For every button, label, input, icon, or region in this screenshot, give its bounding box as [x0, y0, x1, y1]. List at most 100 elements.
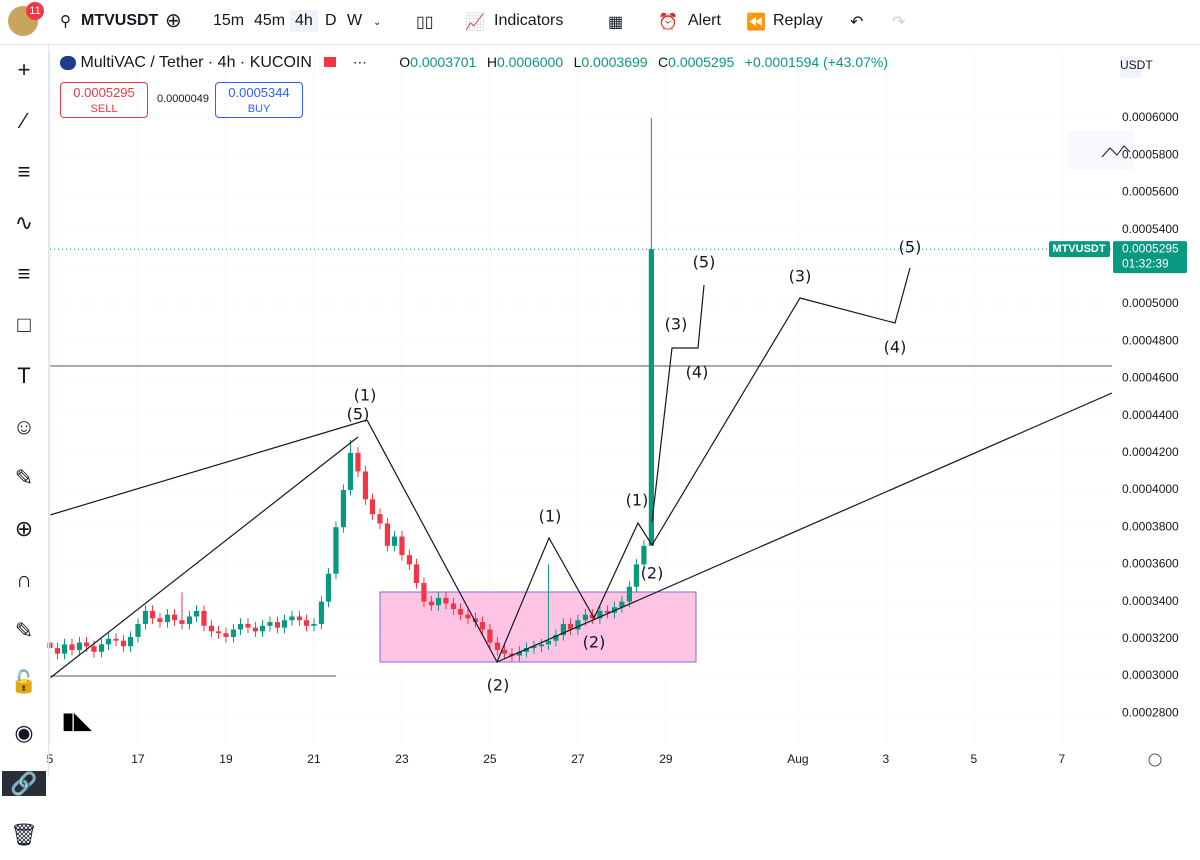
dropdown[interactable]: ⌄	[373, 17, 382, 28]
candle-body	[274, 622, 281, 628]
candle-body	[76, 642, 83, 650]
layouts-icon[interactable]: ▦	[608, 14, 624, 31]
y-tick-label: 0.0004400	[1122, 408, 1179, 422]
candle-body	[113, 638, 119, 641]
tool-icons[interactable]: + ∕ ≡ ∿ ≡ □ T ☺ ✎ ⊕ ∩ ✎ 🔓 ◉ 🔗 🗑	[0, 44, 48, 860]
candle-body	[237, 623, 244, 630]
candle-body	[377, 514, 383, 524]
interval[interactable]: W	[347, 12, 363, 29]
replay[interactable]: Replay	[773, 12, 823, 29]
x-tick-label: 5	[971, 752, 978, 766]
buy-button[interactable]: 0.0005344 BUY	[215, 82, 303, 118]
add-symbol[interactable]: ⊕	[165, 10, 182, 32]
redo[interactable]: ↷	[892, 14, 906, 31]
candle-body	[135, 623, 141, 637]
candle-body	[69, 644, 75, 650]
y-tick-label: 0.0003800	[1122, 519, 1179, 533]
candle-body	[54, 648, 61, 654]
candle-body	[98, 644, 105, 652]
sell-button[interactable]: 0.0005295 SELL	[60, 82, 148, 118]
candle-body	[362, 471, 369, 500]
candle-body	[384, 523, 391, 546]
wave-label: (1)	[354, 386, 377, 405]
c-value: 0.0005295	[668, 54, 735, 70]
candle-body	[626, 586, 632, 602]
x-tick-label: 27	[571, 752, 585, 766]
mini-widget[interactable]	[1068, 130, 1134, 170]
interval[interactable]: 45m	[254, 12, 286, 29]
candle-body	[303, 620, 310, 626]
symbol[interactable]: MTVUSDT	[81, 12, 159, 29]
candle-body	[333, 527, 339, 574]
interval[interactable]: D	[325, 12, 337, 29]
candle-body	[641, 545, 647, 565]
currency[interactable]: USDT	[1120, 58, 1153, 72]
candle-body	[553, 635, 559, 641]
candle-body	[318, 601, 325, 624]
x-tick-label: Aug	[787, 752, 808, 766]
candle-body	[83, 642, 90, 647]
y-tick-label: 0.0006000	[1122, 110, 1179, 124]
replay-icon: ⏪	[746, 14, 766, 31]
y-tick-label: 0.0005800	[1122, 147, 1179, 161]
wave-label: (5)	[899, 238, 922, 257]
alert[interactable]: Alert	[688, 12, 721, 29]
flag[interactable]	[324, 57, 337, 67]
candle-body	[91, 646, 97, 652]
x-tick-label: 23	[395, 752, 409, 766]
y-tick-label: 0.0004200	[1122, 445, 1179, 459]
undo[interactable]: ↶	[850, 14, 864, 31]
x-tick-label: 5	[47, 752, 54, 766]
candle-body	[413, 564, 420, 584]
candle-body	[127, 636, 134, 647]
x-tick-label: 19	[219, 752, 233, 766]
wave-line	[366, 267, 911, 664]
candle-body	[545, 640, 552, 645]
x-tick-label: 17	[131, 752, 145, 766]
candle-body	[267, 622, 273, 626]
wave-line	[49, 436, 359, 679]
candle-body	[245, 623, 251, 628]
candle-body	[399, 536, 405, 556]
candle-body	[443, 597, 449, 604]
interval[interactable]: 15m	[213, 12, 245, 29]
symbol-tag	[1049, 241, 1110, 258]
candle-body	[575, 620, 581, 630]
x-tick-label: 7	[1059, 752, 1066, 766]
candle-body	[193, 610, 200, 617]
candle-body	[296, 616, 303, 621]
indicators[interactable]: Indicators	[494, 12, 564, 29]
candle-body	[120, 640, 127, 647]
search-icon: ⚲	[60, 13, 71, 30]
price-tag	[1113, 241, 1187, 274]
candle-body	[186, 616, 193, 624]
symbol-tag-text: MTVUSDT	[1052, 243, 1105, 255]
candle-body	[289, 616, 295, 621]
candle-body	[164, 614, 171, 623]
y-tick-label: 0.0003200	[1122, 631, 1179, 645]
axis-button[interactable]	[1120, 56, 1142, 78]
sell-label: SELL	[90, 103, 118, 115]
interval-active[interactable]: 4h	[290, 10, 318, 32]
coin-icon	[60, 55, 76, 70]
y-tick-label: 0.0003000	[1122, 668, 1179, 682]
legend-title: MultiVAC / Tether · 4h · KUCOIN	[80, 54, 312, 71]
change: +0.0001594 (+43.07%)	[744, 54, 889, 70]
candle-body	[465, 614, 471, 619]
settings-icon[interactable]	[1148, 753, 1162, 767]
chart-type-icon[interactable]: ▯▯	[416, 14, 434, 31]
wave-line	[651, 284, 705, 523]
candle-body	[479, 622, 486, 630]
candle-body	[589, 614, 596, 619]
candle-body	[421, 583, 427, 602]
more[interactable]: ⋯	[352, 54, 367, 70]
candle-body	[105, 638, 112, 645]
wave-drawings	[49, 267, 1113, 679]
wave-label: (3)	[789, 267, 812, 286]
wave-label: (2)	[583, 633, 606, 652]
o-value: 0.0003701	[410, 54, 477, 70]
y-tick-label: 0.0003400	[1122, 594, 1179, 608]
candle-body	[567, 623, 574, 630]
wave-label: (2)	[641, 564, 664, 583]
